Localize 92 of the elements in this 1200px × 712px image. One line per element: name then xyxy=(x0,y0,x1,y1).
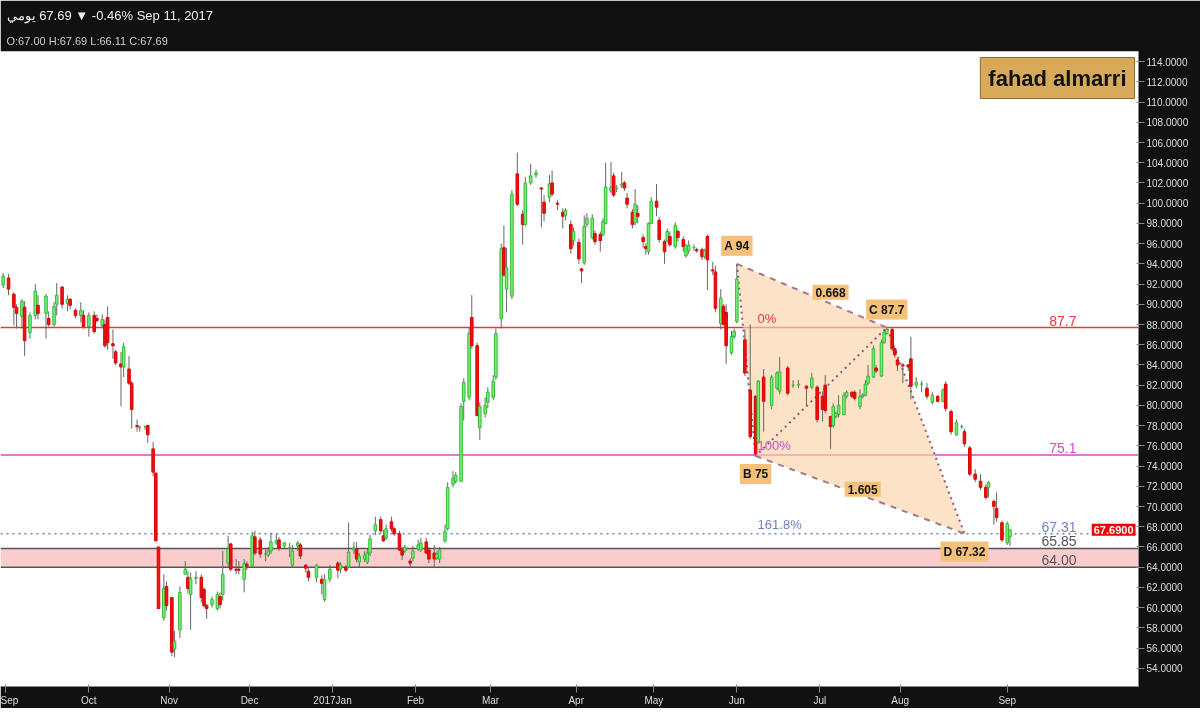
y-tick-label: 98.0000 xyxy=(1146,218,1184,230)
ref-line-label: 64.00 xyxy=(1041,552,1077,569)
y-tick-label: 68.0000 xyxy=(1146,521,1184,533)
y-tick-label: 100.0000 xyxy=(1146,198,1189,210)
annotation: C 87.7 xyxy=(869,302,905,317)
candlestick xyxy=(172,630,177,658)
candlestick xyxy=(534,169,538,179)
x-tick-label: Jul xyxy=(813,694,827,706)
x-tick-label: Sep xyxy=(0,694,19,706)
y-tick-label: 96.0000 xyxy=(1146,238,1184,250)
y-tick-label: 64.0000 xyxy=(1146,562,1184,574)
y-tick-label: 94.0000 xyxy=(1146,258,1184,270)
candlestick xyxy=(6,273,11,296)
y-tick-label: 54.0000 xyxy=(1146,663,1184,675)
x-tick-label: Nov xyxy=(160,694,179,706)
candlestick xyxy=(636,204,640,224)
x-tick-label: Aug xyxy=(891,694,910,706)
candlestick xyxy=(676,228,680,243)
ref-line-label: 65.85 xyxy=(1041,533,1077,550)
y-tick-label: 84.0000 xyxy=(1146,359,1184,371)
candlestick xyxy=(528,163,533,186)
annotation: D 67.32 xyxy=(943,544,986,559)
candlestick xyxy=(668,230,672,248)
x-tick-label: 2017Jan xyxy=(313,694,352,706)
x-tick-label: Feb xyxy=(406,694,425,706)
annotation: 67.6900 xyxy=(1093,523,1134,536)
candlestick xyxy=(354,541,359,563)
y-tick-label: 86.0000 xyxy=(1146,339,1184,351)
y-tick-label: 56.0000 xyxy=(1146,643,1184,655)
annotation: 0.668 xyxy=(815,285,846,300)
candlestick xyxy=(92,310,96,335)
candlestick xyxy=(87,311,91,338)
y-tick-label: 112.0000 xyxy=(1146,76,1188,88)
candlestick xyxy=(657,216,661,244)
candlestick xyxy=(804,384,809,407)
x-tick-label: Apr xyxy=(568,694,585,706)
y-tick-label: 60.0000 xyxy=(1146,602,1184,614)
annotation: B 75 xyxy=(742,466,769,481)
chart-subtitle: O:67.00 H:67.69 L:66.11 C:67.69 xyxy=(6,34,168,47)
candlestick xyxy=(633,188,637,226)
y-tick-label: 78.0000 xyxy=(1146,420,1184,432)
y-tick-label: 106.0000 xyxy=(1146,137,1189,149)
candlestick xyxy=(346,522,351,569)
candlestick xyxy=(199,573,204,604)
y-tick-label: 76.0000 xyxy=(1146,440,1184,452)
y-tick-label: 72.0000 xyxy=(1146,481,1184,493)
candlestick xyxy=(577,238,581,265)
x-tick-label: Sep xyxy=(998,694,1017,706)
y-tick-label: 88.0000 xyxy=(1146,319,1184,331)
x-tick-label: May xyxy=(644,694,664,706)
annotation: 161.8% xyxy=(757,516,803,532)
y-tick-label: 62.0000 xyxy=(1146,582,1184,594)
x-tick-label: Oct xyxy=(81,694,97,706)
candlestick xyxy=(60,285,64,309)
candlestick xyxy=(269,532,273,555)
y-tick-label: 92.0000 xyxy=(1146,279,1184,291)
candlestick xyxy=(654,183,659,217)
y-tick-label: 80.0000 xyxy=(1146,400,1184,412)
ref-line-label: 87.7 xyxy=(1049,312,1077,329)
candlestick xyxy=(994,491,999,523)
ref-line-label: 67.31 xyxy=(1041,518,1077,535)
y-tick-label: 58.0000 xyxy=(1146,622,1184,634)
candlestick xyxy=(373,516,378,536)
y-tick-label: 108.0000 xyxy=(1146,117,1189,129)
candlestick xyxy=(901,362,905,384)
annotation: fahad almarri xyxy=(988,65,1127,91)
candlestick xyxy=(625,192,629,209)
candlestick xyxy=(890,327,894,352)
x-tick-label: Dec xyxy=(240,694,259,706)
x-tick-label: Jun xyxy=(728,694,745,706)
x-tick-label: Mar xyxy=(481,694,500,706)
ref-line-label: 75.1 xyxy=(1049,439,1077,456)
candlestick xyxy=(547,174,552,203)
y-tick-label: 66.0000 xyxy=(1146,541,1184,553)
annotation: A 94 xyxy=(724,238,750,253)
candlestick xyxy=(539,186,544,228)
y-tick-label: 102.0000 xyxy=(1146,177,1189,189)
y-tick-label: 70.0000 xyxy=(1146,501,1184,513)
candlestick xyxy=(1000,520,1004,543)
y-tick-label: 82.0000 xyxy=(1146,380,1184,392)
y-tick-label: 104.0000 xyxy=(1146,157,1189,169)
annotation: 1.605 xyxy=(847,482,879,497)
y-tick-label: 74.0000 xyxy=(1146,461,1184,473)
y-tick-label: 110.0000 xyxy=(1146,97,1188,109)
chart-title: يومي 67.69 ▼ -0.46% Sep 11, 2017 xyxy=(6,7,214,24)
candlestick xyxy=(12,291,16,327)
y-tick-label: 90.0000 xyxy=(1146,299,1184,311)
annotation: 0% xyxy=(757,310,777,326)
candlestick xyxy=(949,408,953,436)
y-tick-label: 114.0000 xyxy=(1146,56,1188,68)
annotation: 100% xyxy=(757,437,792,453)
candlestick xyxy=(1005,521,1010,546)
